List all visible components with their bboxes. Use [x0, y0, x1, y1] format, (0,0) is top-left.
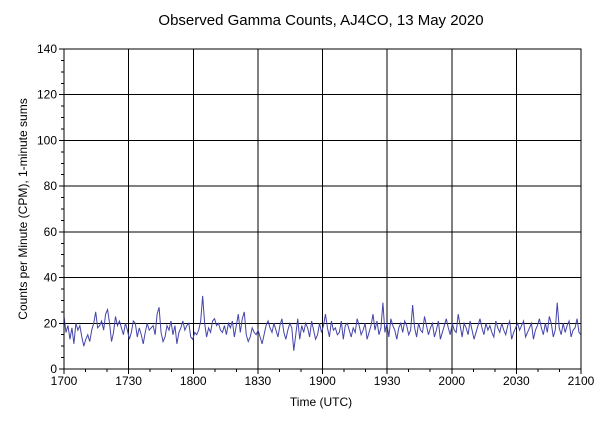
x-tick-label: 1830: [245, 374, 272, 388]
axis-ticks: [59, 48, 582, 374]
x-tick-label: 1700: [51, 374, 78, 388]
x-tick-label: 1900: [309, 374, 336, 388]
x-axis-label: Time (UTC): [290, 395, 352, 409]
y-tick-label: 60: [44, 225, 58, 239]
x-tick-label: 2100: [568, 374, 595, 388]
x-tick-label: 2030: [503, 374, 530, 388]
grid-lines: [64, 49, 581, 369]
x-tick-labels: 1700 1730 1800 1830 1900 1930 2000 2030 2100: [51, 374, 595, 388]
y-tick-label: 120: [37, 88, 57, 102]
x-tick-label: 1930: [374, 374, 401, 388]
series-line-gamma-counts: [63, 295, 582, 351]
y-tick-label: 100: [37, 133, 57, 147]
x-tick-label: 2000: [438, 374, 465, 388]
x-tick-label: 1730: [115, 374, 142, 388]
y-tick-label: 0: [50, 362, 57, 376]
y-tick-label: 40: [44, 271, 58, 285]
y-tick-label: 80: [44, 179, 58, 193]
y-tick-label: 140: [37, 42, 57, 56]
y-tick-labels: 0 20 40 60 80 100 120 140: [37, 42, 57, 376]
x-tick-label: 1800: [180, 374, 207, 388]
chart-title: Observed Gamma Counts, AJ4CO, 13 May 202…: [158, 12, 483, 29]
y-axis-label: Counts per Minute (CPM), 1-minute sums: [16, 98, 30, 319]
y-tick-label: 20: [44, 316, 58, 330]
